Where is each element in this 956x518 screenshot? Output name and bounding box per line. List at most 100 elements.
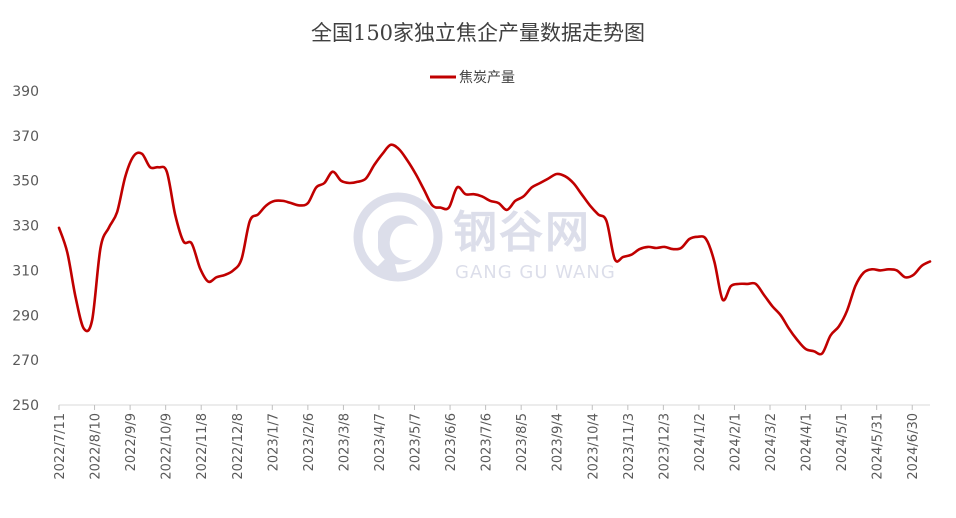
y-tick-label: 370 <box>12 129 39 145</box>
x-tick-label: 2023/1/7 <box>266 413 281 471</box>
x-tick-label: 2022/11/8 <box>195 413 210 480</box>
data-point <box>66 251 68 253</box>
data-point <box>199 267 201 269</box>
data-point <box>688 238 690 240</box>
data-point <box>348 182 350 184</box>
data-point <box>514 200 516 202</box>
data-point <box>655 247 657 249</box>
x-tick-label: 2024/2/1 <box>728 413 743 471</box>
x-tick-label: 2023/12/3 <box>657 413 672 480</box>
data-point <box>497 202 499 204</box>
y-axis-ticks: 250 270 290 310 330 350 370 390 <box>12 84 39 414</box>
data-point <box>796 339 798 341</box>
data-point <box>398 148 400 150</box>
x-tick-label: 2023/2/6 <box>302 413 317 471</box>
data-point <box>415 173 417 175</box>
data-point <box>166 171 168 173</box>
data-point <box>157 166 159 168</box>
x-tick-label: 2022/8/10 <box>89 413 104 480</box>
x-tick-label: 2022/12/8 <box>231 413 246 480</box>
data-point <box>58 227 60 229</box>
data-point <box>572 182 574 184</box>
x-tick-label: 2023/6/6 <box>444 413 459 471</box>
data-point <box>489 200 491 202</box>
x-tick-label: 2023/4/7 <box>373 413 388 471</box>
data-point <box>257 213 259 215</box>
data-point <box>755 283 757 285</box>
data-point <box>232 269 234 271</box>
data-point <box>74 296 76 298</box>
data-point <box>439 206 441 208</box>
data-point <box>149 166 151 168</box>
data-point <box>365 177 367 179</box>
data-point <box>448 206 450 208</box>
data-point <box>862 272 864 274</box>
data-point <box>713 260 715 262</box>
data-point <box>133 155 135 157</box>
data-point <box>622 256 624 258</box>
data-point <box>522 195 524 197</box>
data-point <box>315 186 317 188</box>
data-point <box>99 247 101 249</box>
y-tick-label: 310 <box>12 263 39 279</box>
watermark-en-text: GANG GU WANG <box>455 262 616 283</box>
data-point <box>705 238 707 240</box>
data-point <box>141 153 143 155</box>
data-point <box>854 285 856 287</box>
data-point <box>838 325 840 327</box>
data-point <box>921 265 923 267</box>
data-point <box>871 268 873 270</box>
data-point <box>298 204 300 206</box>
data-point <box>738 283 740 285</box>
data-point <box>780 314 782 316</box>
data-point <box>290 202 292 204</box>
series-line-coke-output <box>57 143 932 356</box>
data-point <box>829 334 831 336</box>
data-point <box>680 247 682 249</box>
watermark: 钢谷网 GANG GU WANG <box>353 192 616 283</box>
data-point <box>431 204 433 206</box>
data-point <box>804 348 806 350</box>
data-point <box>896 269 898 271</box>
data-point <box>215 276 217 278</box>
y-tick-label: 330 <box>12 219 39 235</box>
watermark-logo-icon <box>353 192 443 282</box>
data-point <box>506 209 508 211</box>
x-tick-label: 2022/7/11 <box>53 413 68 480</box>
x-tick-label: 2022/9/9 <box>124 413 139 471</box>
data-point <box>672 248 674 250</box>
x-tick-label: 2024/1/2 <box>693 413 708 471</box>
data-point <box>265 204 267 206</box>
data-point <box>274 200 276 202</box>
data-point <box>174 213 176 215</box>
data-point <box>547 177 549 179</box>
y-tick-label: 390 <box>12 84 39 100</box>
data-point <box>481 195 483 197</box>
x-tick-label: 2023/7/6 <box>480 413 495 471</box>
y-tick-label: 290 <box>12 308 39 324</box>
data-point <box>356 181 358 183</box>
data-point <box>473 193 475 195</box>
data-point <box>116 211 118 213</box>
data-point <box>240 258 242 260</box>
data-point <box>249 220 251 222</box>
data-point <box>887 268 889 270</box>
legend-label: 焦炭产量 <box>459 70 515 86</box>
x-tick-label: 2023/3/8 <box>337 413 352 471</box>
data-point <box>224 274 226 276</box>
data-point <box>597 213 599 215</box>
data-point <box>639 248 641 250</box>
data-point <box>580 193 582 195</box>
data-point <box>788 328 790 330</box>
data-point <box>423 189 425 191</box>
data-point <box>763 294 765 296</box>
data-point <box>464 193 466 195</box>
y-tick-label: 250 <box>12 398 39 414</box>
x-tick-label: 2023/9/4 <box>551 413 566 471</box>
data-point <box>323 182 325 184</box>
data-point <box>647 246 649 248</box>
data-point <box>821 352 823 354</box>
data-point <box>730 285 732 287</box>
x-tick-label: 2024/3/2 <box>764 413 779 471</box>
data-point <box>124 175 126 177</box>
